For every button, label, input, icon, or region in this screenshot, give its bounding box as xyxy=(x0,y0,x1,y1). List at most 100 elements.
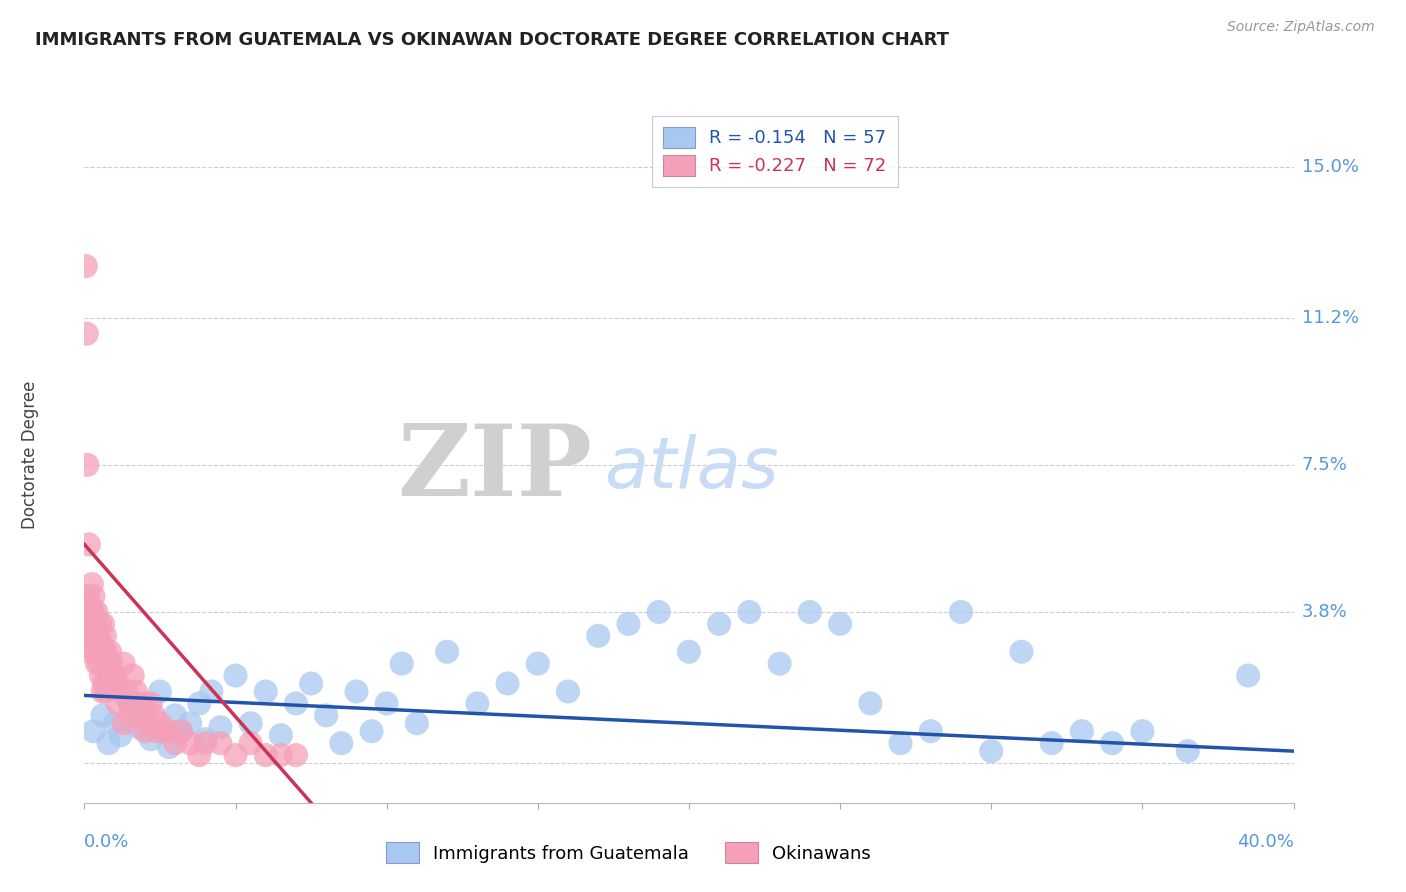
Point xyxy=(118,697,141,711)
Point xyxy=(76,605,98,619)
Point xyxy=(170,724,193,739)
Point xyxy=(270,728,292,742)
Point xyxy=(188,697,211,711)
Point xyxy=(82,589,104,603)
Point xyxy=(738,605,761,619)
Point xyxy=(93,676,115,690)
Point xyxy=(859,697,882,711)
Text: atlas: atlas xyxy=(605,434,779,503)
Point xyxy=(110,684,132,698)
Point xyxy=(149,684,172,698)
Point xyxy=(194,732,217,747)
Point xyxy=(134,724,156,739)
Point xyxy=(157,740,180,755)
Point xyxy=(270,748,292,763)
Point xyxy=(84,645,107,659)
Text: Doctorate Degree: Doctorate Degree xyxy=(21,381,39,529)
Point xyxy=(920,724,942,739)
Point xyxy=(980,744,1002,758)
Point xyxy=(76,326,98,341)
Point xyxy=(115,684,138,698)
Point xyxy=(391,657,413,671)
Point xyxy=(97,736,120,750)
Point xyxy=(239,736,262,750)
Point xyxy=(90,668,112,682)
Point xyxy=(436,645,458,659)
Point xyxy=(118,697,141,711)
Point xyxy=(1040,736,1063,750)
Point xyxy=(128,720,150,734)
Point xyxy=(104,668,127,682)
Point xyxy=(830,616,852,631)
Point xyxy=(1237,668,1260,682)
Point xyxy=(617,616,640,631)
Point xyxy=(209,720,232,734)
Point xyxy=(152,724,174,739)
Point xyxy=(112,657,135,671)
Point xyxy=(315,708,337,723)
Point xyxy=(1071,724,1094,739)
Point xyxy=(1177,744,1199,758)
Point xyxy=(678,645,700,659)
Point xyxy=(527,657,550,671)
Point xyxy=(1101,736,1123,750)
Point xyxy=(101,676,124,690)
Point xyxy=(146,724,169,739)
Text: 3.8%: 3.8% xyxy=(1302,603,1347,621)
Point xyxy=(890,736,912,750)
Point xyxy=(80,629,103,643)
Point xyxy=(950,605,973,619)
Point xyxy=(118,708,141,723)
Point xyxy=(799,605,821,619)
Text: 11.2%: 11.2% xyxy=(1302,309,1360,326)
Point xyxy=(1130,724,1153,739)
Point xyxy=(91,645,114,659)
Point xyxy=(112,716,135,731)
Point xyxy=(86,657,108,671)
Point xyxy=(179,716,201,731)
Point xyxy=(165,736,187,750)
Point xyxy=(284,748,308,763)
Text: IMMIGRANTS FROM GUATEMALA VS OKINAWAN DOCTORATE DEGREE CORRELATION CHART: IMMIGRANTS FROM GUATEMALA VS OKINAWAN DO… xyxy=(35,31,949,49)
Point xyxy=(299,676,322,690)
Point xyxy=(200,684,222,698)
Point xyxy=(80,605,103,619)
Point xyxy=(284,697,308,711)
Point xyxy=(98,645,121,659)
Point xyxy=(134,704,156,718)
Point xyxy=(86,637,108,651)
Point xyxy=(82,605,104,619)
Point xyxy=(769,657,792,671)
Point xyxy=(82,724,104,739)
Point xyxy=(100,668,122,682)
Point xyxy=(77,629,100,643)
Point xyxy=(94,684,117,698)
Point xyxy=(75,259,97,273)
Point xyxy=(82,637,104,651)
Point xyxy=(89,645,111,659)
Point xyxy=(139,732,162,747)
Text: 7.5%: 7.5% xyxy=(1302,456,1348,474)
Point xyxy=(496,676,519,690)
Point xyxy=(125,684,148,698)
Point xyxy=(86,605,108,619)
Point xyxy=(225,668,247,682)
Point xyxy=(131,708,153,723)
Point xyxy=(79,616,101,631)
Text: 40.0%: 40.0% xyxy=(1237,833,1294,851)
Point xyxy=(91,684,114,698)
Point xyxy=(91,616,114,631)
Point xyxy=(89,657,111,671)
Legend: Immigrants from Guatemala, Okinawans: Immigrants from Guatemala, Okinawans xyxy=(380,835,877,871)
Point xyxy=(76,589,98,603)
Point xyxy=(1010,645,1032,659)
Point xyxy=(97,668,120,682)
Point xyxy=(90,637,112,651)
Point xyxy=(110,728,132,742)
Point xyxy=(80,577,103,591)
Point xyxy=(406,716,429,731)
Point xyxy=(97,676,120,690)
Point xyxy=(647,605,671,619)
Point xyxy=(75,616,97,631)
Point xyxy=(170,724,193,739)
